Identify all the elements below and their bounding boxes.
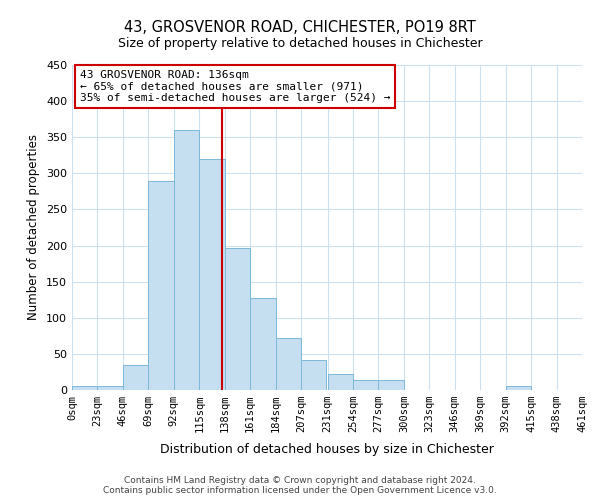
Bar (123, 364, 148, 390)
Text: 43, GROSVENOR ROAD, CHICHESTER, PO19 8RT: 43, GROSVENOR ROAD, CHICHESTER, PO19 8RT (124, 20, 476, 35)
Text: Size of property relative to detached houses in Chichester: Size of property relative to detached ho… (118, 38, 482, 51)
Bar (174, 130, 199, 390)
Bar (328, 374, 353, 390)
Bar (199, 159, 224, 390)
Bar (148, 180, 174, 390)
X-axis label: Distribution of detached houses by size in Chichester: Distribution of detached houses by size … (160, 444, 494, 456)
Bar (72, 386, 97, 390)
Bar (97, 386, 123, 390)
Bar (275, 338, 301, 390)
Bar (353, 380, 379, 390)
Bar (301, 360, 326, 390)
Y-axis label: Number of detached properties: Number of detached properties (28, 134, 40, 320)
Bar (379, 380, 404, 390)
Bar (506, 386, 531, 390)
Bar (224, 248, 250, 390)
Text: Contains HM Land Registry data © Crown copyright and database right 2024.
Contai: Contains HM Land Registry data © Crown c… (103, 476, 497, 495)
Text: 43 GROSVENOR ROAD: 136sqm
← 65% of detached houses are smaller (971)
35% of semi: 43 GROSVENOR ROAD: 136sqm ← 65% of detac… (80, 70, 390, 103)
Bar (250, 298, 275, 390)
